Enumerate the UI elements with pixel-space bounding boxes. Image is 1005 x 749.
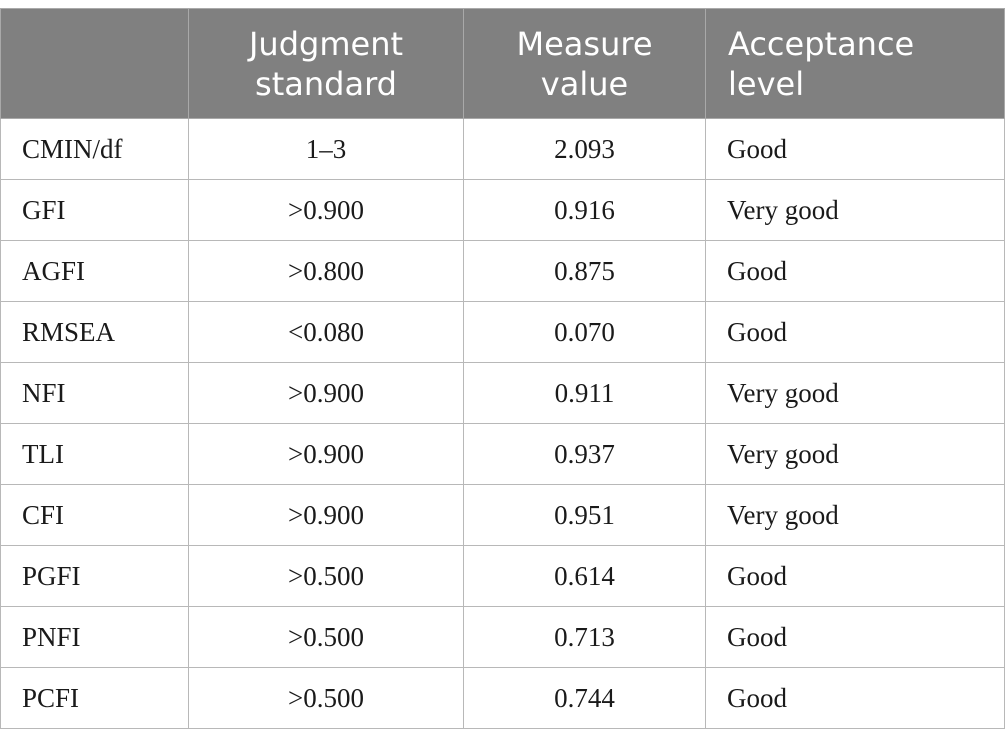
cell-measure-value: 2.093 (463, 118, 706, 180)
header-row: Judgment standard Measure value Acceptan… (0, 8, 1005, 119)
cell-measure-value: 0.614 (463, 545, 706, 607)
cell-fit-index: TLI (0, 423, 189, 485)
table-row: PNFI >0.500 0.713 Good (0, 606, 1005, 668)
header-judgment-standard: Judgment standard (188, 8, 464, 119)
cell-acceptance-level: Very good (705, 362, 1005, 424)
table-row: GFI >0.900 0.916 Very good (0, 179, 1005, 241)
cell-acceptance-level: Good (705, 118, 1005, 180)
cell-acceptance-level: Good (705, 545, 1005, 607)
cell-fit-index: CMIN/df (0, 118, 189, 180)
cell-acceptance-level: Good (705, 606, 1005, 668)
cell-fit-index: PGFI (0, 545, 189, 607)
cell-measure-value: 0.070 (463, 301, 706, 363)
cell-measure-value: 0.911 (463, 362, 706, 424)
cell-fit-index: RMSEA (0, 301, 189, 363)
table-row: TLI >0.900 0.937 Very good (0, 423, 1005, 485)
cell-acceptance-level: Good (705, 301, 1005, 363)
cell-fit-index: NFI (0, 362, 189, 424)
cell-judgment-standard: >0.900 (188, 179, 464, 241)
cell-acceptance-level: Very good (705, 179, 1005, 241)
cell-fit-index: AGFI (0, 240, 189, 302)
header-measure-value-line1: Measure (516, 24, 653, 63)
cell-acceptance-level: Good (705, 240, 1005, 302)
cell-measure-value: 0.937 (463, 423, 706, 485)
table-row: AGFI >0.800 0.875 Good (0, 240, 1005, 302)
cell-measure-value: 0.713 (463, 606, 706, 668)
table-row: PCFI >0.500 0.744 Good (0, 667, 1005, 729)
cell-judgment-standard: >0.800 (188, 240, 464, 302)
header-judgment-standard-line2: standard (255, 64, 397, 103)
table-row: CMIN/df 1–3 2.093 Good (0, 118, 1005, 180)
cell-measure-value: 0.744 (463, 667, 706, 729)
table-body: CMIN/df 1–3 2.093 Good GFI >0.900 0.916 Very go… (0, 118, 1005, 729)
table-row: CFI >0.900 0.951 Very good (0, 484, 1005, 546)
model-fit-table: Judgment standard Measure value Acceptan… (0, 8, 1005, 729)
table-row: NFI >0.900 0.911 Very good (0, 362, 1005, 424)
header-acceptance-level: Acceptance level (705, 8, 1005, 119)
table-row: PGFI >0.500 0.614 Good (0, 545, 1005, 607)
cell-measure-value: 0.951 (463, 484, 706, 546)
cell-fit-index: PNFI (0, 606, 189, 668)
cell-measure-value: 0.875 (463, 240, 706, 302)
cell-judgment-standard: >0.900 (188, 362, 464, 424)
cell-fit-index: PCFI (0, 667, 189, 729)
cell-judgment-standard: >0.500 (188, 545, 464, 607)
cell-acceptance-level: Very good (705, 423, 1005, 485)
cell-fit-index: GFI (0, 179, 189, 241)
header-fit-index (0, 8, 189, 119)
table-row: RMSEA <0.080 0.070 Good (0, 301, 1005, 363)
cell-judgment-standard: >0.900 (188, 484, 464, 546)
cell-judgment-standard: >0.500 (188, 606, 464, 668)
cell-fit-index: CFI (0, 484, 189, 546)
cell-judgment-standard: 1–3 (188, 118, 464, 180)
cell-judgment-standard: >0.900 (188, 423, 464, 485)
header-measure-value-line2: value (540, 64, 629, 103)
table-header: Judgment standard Measure value Acceptan… (0, 8, 1005, 119)
cell-measure-value: 0.916 (463, 179, 706, 241)
header-judgment-standard-line1: Judgment (248, 24, 404, 63)
cell-acceptance-level: Good (705, 667, 1005, 729)
cell-judgment-standard: <0.080 (188, 301, 464, 363)
cell-acceptance-level: Very good (705, 484, 1005, 546)
cell-judgment-standard: >0.500 (188, 667, 464, 729)
header-acceptance-level-line2: level (728, 64, 805, 103)
header-measure-value: Measure value (463, 8, 706, 119)
header-acceptance-level-line1: Acceptance (728, 24, 915, 63)
